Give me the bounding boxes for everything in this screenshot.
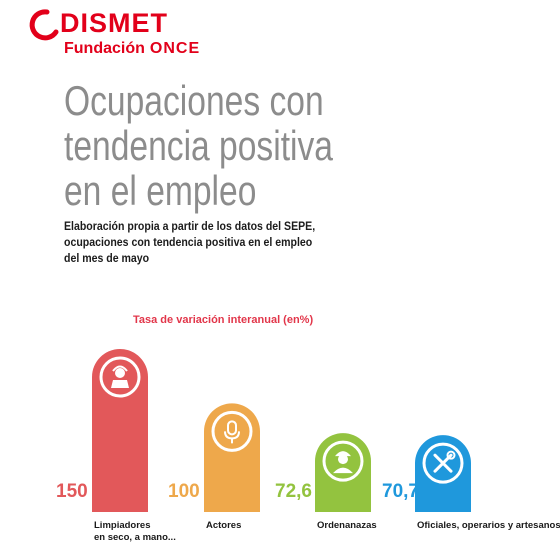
value-label-bg-4: [380, 474, 415, 504]
microphone-icon: [224, 420, 240, 444]
logo-sub-brand: ONCE: [149, 40, 201, 57]
cleaner-person-icon: [111, 365, 129, 388]
value-label-bg-3: [273, 474, 315, 504]
category-label-1-line-1: Limpiadores: [94, 520, 151, 531]
value-label-bg-1: [54, 474, 92, 504]
category-label-2: Actores: [206, 520, 241, 531]
value-label-bg-2: [166, 474, 204, 504]
logo-subtitle: Fundación ONCE: [64, 40, 200, 58]
worker-person-icon: [333, 451, 353, 474]
value-label-4: 70,7: [382, 481, 419, 502]
chart-title: Tasa de variación interanual (en%): [133, 314, 314, 326]
category-label-1-line-2: en seco, a mano...: [94, 532, 176, 543]
logo-wordmark: DISMET: [60, 8, 169, 38]
page-subtitle: Elaboración propia a partir de los datos…: [64, 218, 363, 266]
bar-icon-ring-2: [211, 410, 253, 452]
page-title: Ocupaciones con tendencia positiva en el…: [64, 78, 416, 213]
logo-sub-prefix: Fundación: [64, 40, 145, 57]
title-line-3: en el empleo: [64, 167, 257, 214]
value-label-1: 150: [56, 481, 88, 502]
value-label-3: 72,6: [275, 481, 312, 502]
dismet-swoosh-logo-icon: [29, 9, 59, 41]
title-line-1: Ocupaciones con: [64, 77, 324, 124]
title-line-2: tendencia positiva: [64, 122, 333, 169]
category-label-1: Limpiadores en seco, a mano...: [94, 520, 176, 543]
category-label-3-line-1: Ordenanazas: [317, 520, 377, 531]
category-label-4: Oficiales, operarios y artesanos: [417, 520, 560, 531]
subtitle-line-2: ocupaciones con tendencia positiva en el…: [64, 235, 313, 249]
subtitle-line-3: del mes de mayo: [64, 251, 150, 265]
tools-wrench-screwdriver-icon: [433, 450, 456, 473]
category-label-2-line-1: Actores: [206, 520, 241, 531]
subtitle-line-1: Elaboración propia a partir de los datos…: [64, 219, 316, 233]
category-label-3: Ordenanazas: [317, 520, 377, 531]
category-label-4-line-1: Oficiales, operarios y artesanos: [417, 520, 560, 531]
value-label-2: 100: [168, 481, 200, 502]
